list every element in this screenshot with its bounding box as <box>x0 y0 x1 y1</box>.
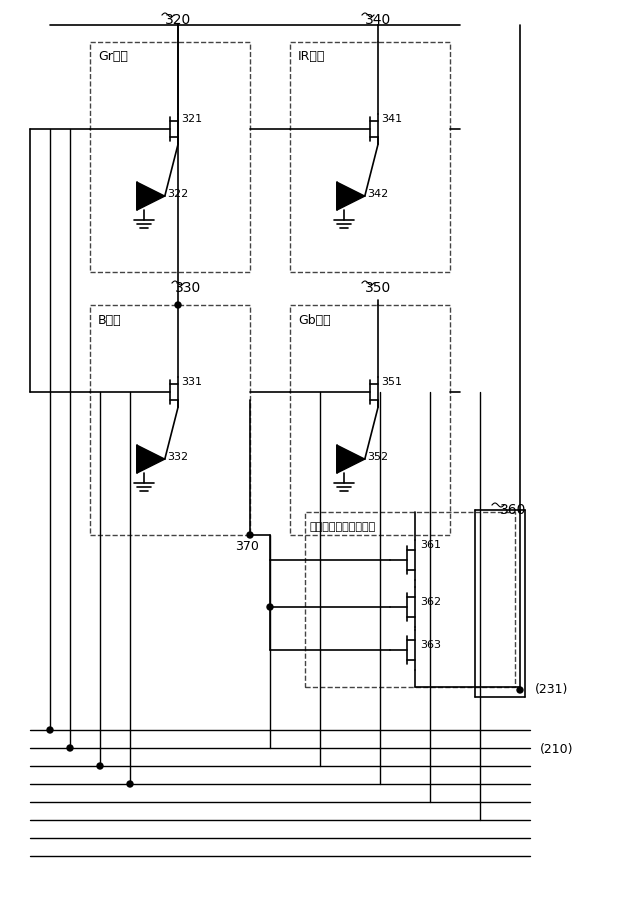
Circle shape <box>47 727 53 733</box>
Polygon shape <box>137 182 165 210</box>
Text: 360: 360 <box>500 503 526 517</box>
Circle shape <box>97 763 103 769</box>
Text: 331: 331 <box>181 377 202 387</box>
Text: Gr画素: Gr画素 <box>98 50 128 64</box>
Text: 370: 370 <box>235 540 259 554</box>
Text: 321: 321 <box>181 115 202 125</box>
Text: 352: 352 <box>367 452 388 462</box>
Text: トランジスタ形成領域: トランジスタ形成領域 <box>310 522 376 532</box>
Text: 342: 342 <box>367 189 388 200</box>
Text: 340: 340 <box>365 13 391 27</box>
Text: B画素: B画素 <box>98 313 122 326</box>
Text: 350: 350 <box>365 281 391 295</box>
Text: 332: 332 <box>167 452 188 462</box>
Polygon shape <box>337 445 365 473</box>
Text: Gb画素: Gb画素 <box>298 313 331 326</box>
Circle shape <box>517 687 523 693</box>
Circle shape <box>267 604 273 610</box>
Text: (231): (231) <box>535 683 568 697</box>
Circle shape <box>175 302 181 308</box>
Circle shape <box>67 745 73 751</box>
Text: 351: 351 <box>381 377 402 387</box>
Text: 320: 320 <box>165 13 191 27</box>
Text: 363: 363 <box>420 640 441 650</box>
Text: IR画素: IR画素 <box>298 50 325 64</box>
Text: 322: 322 <box>167 189 188 200</box>
Text: 361: 361 <box>420 540 441 550</box>
Text: 330: 330 <box>175 281 201 295</box>
Polygon shape <box>137 445 165 473</box>
Text: (210): (210) <box>540 743 573 756</box>
Text: 362: 362 <box>420 597 441 607</box>
Circle shape <box>247 532 253 538</box>
Circle shape <box>127 781 133 787</box>
Text: 341: 341 <box>381 115 402 125</box>
Polygon shape <box>337 182 365 210</box>
